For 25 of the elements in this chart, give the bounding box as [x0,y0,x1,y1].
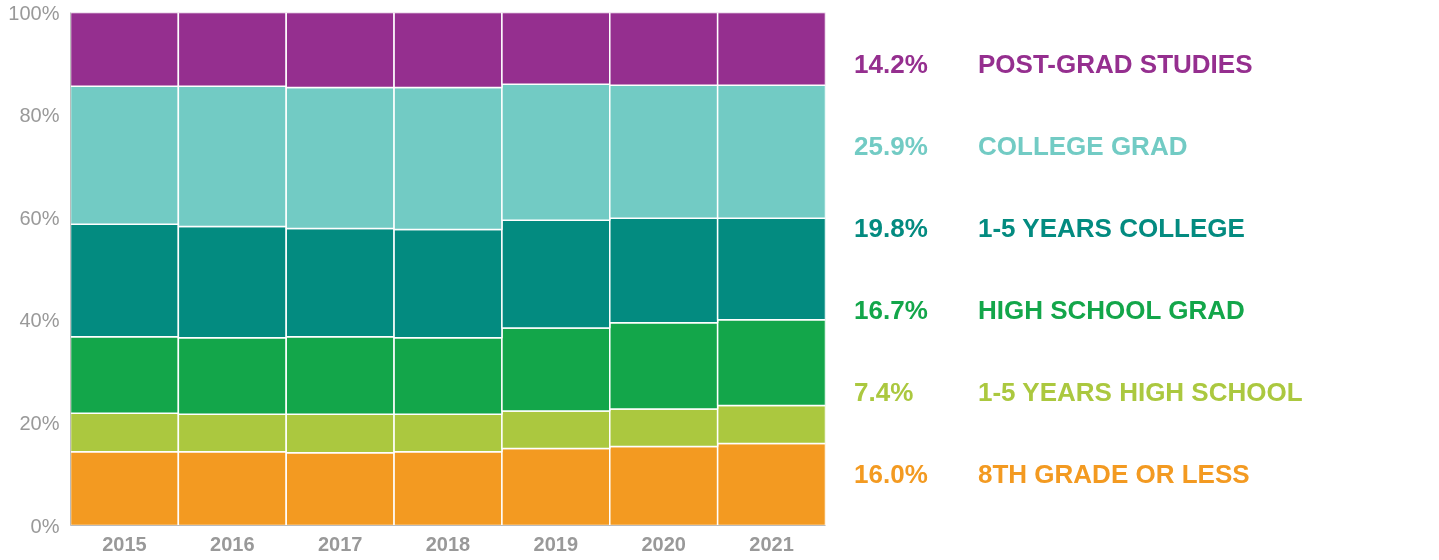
x-tick-label: 2017 [317,532,363,555]
y-tick-label: 60% [19,206,60,229]
text: POST-GRAD STUDIES [978,48,1253,79]
text: 1-5 YEARS COLLEGE [978,212,1245,243]
text: 14.2% [854,48,928,79]
text: 16.7% [854,295,928,326]
x-tick-label: 2019 [533,532,579,555]
y-tick-label: 80% [19,104,60,127]
y-tick-label: 20% [19,411,60,434]
text: 8TH GRADE OR LESS [978,459,1250,490]
y-tick-label: 0% [30,514,60,537]
text: HIGH SCHOOL GRAD [978,295,1245,326]
text: 25.9% [854,130,928,161]
text: 19.8% [854,212,928,243]
text: COLLEGE GRAD [978,130,1188,161]
x-tick-label: 2016 [210,532,255,555]
x-tick-label: 2015 [102,532,147,555]
x-tick-label: 2020 [641,532,686,555]
y-tick-label: 40% [19,309,60,332]
y-tick-label: 100% [8,1,60,24]
x-tick-label: 2021 [749,532,794,555]
x-tick-label: 2018 [425,532,471,555]
text: 7.4% [854,377,914,408]
text: 1-5 YEARS HIGH SCHOOL [978,377,1303,408]
text: 16.0% [854,459,928,490]
